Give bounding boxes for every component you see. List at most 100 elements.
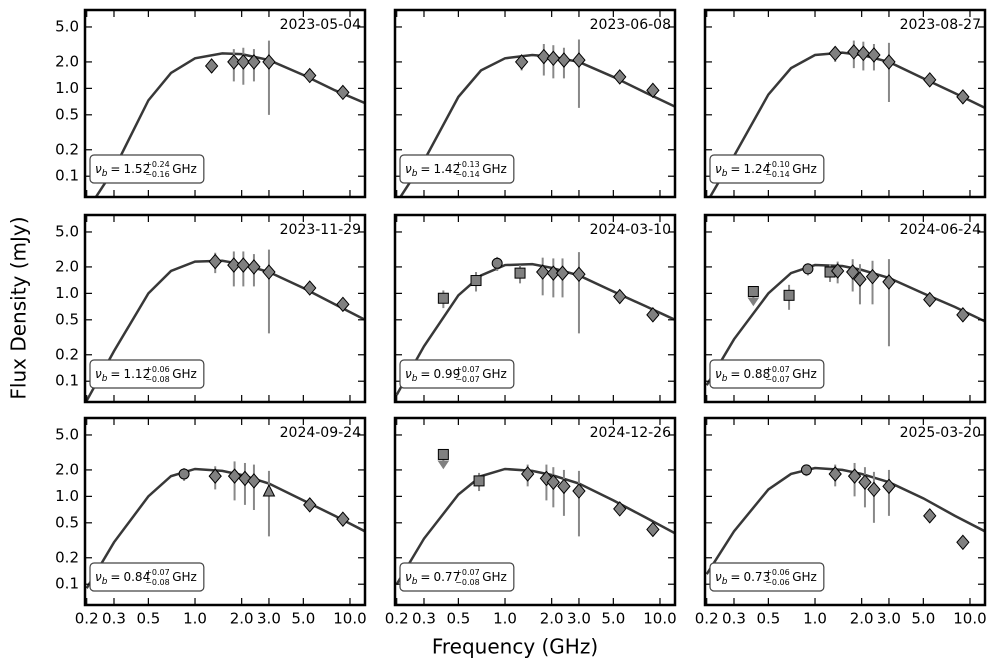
- diamond-marker: [646, 307, 660, 323]
- square-marker: [437, 292, 449, 304]
- subscript: b: [722, 577, 728, 587]
- unit: GHz: [172, 367, 197, 381]
- annotation: νb = 0.73+0.06 −0.06 GHz: [715, 568, 817, 587]
- annotation-box: [709, 562, 825, 592]
- diamond-marker: [572, 483, 586, 499]
- y-tick-label: 0.2: [55, 548, 79, 566]
- symbol: ν: [405, 162, 412, 176]
- unit: GHz: [482, 162, 507, 176]
- x-tick-label: 2.0: [850, 610, 874, 628]
- diamond-marker: [262, 54, 276, 70]
- diamond-marker: [227, 257, 241, 273]
- circle-marker: [800, 464, 812, 476]
- model-curve: [85, 259, 365, 402]
- x-tick-label: 1.0: [183, 610, 207, 628]
- square-marker: [747, 286, 759, 298]
- circle-marker: [178, 468, 190, 480]
- y-tick-label: 0.1: [55, 167, 79, 185]
- square-marker: [783, 289, 795, 301]
- panel-frame: [703, 416, 987, 607]
- x-tick-label: 0.3: [412, 610, 436, 628]
- diamond-marker: [572, 266, 586, 283]
- diamond-marker: [336, 511, 350, 527]
- annotation-box: [709, 154, 825, 184]
- value: 0.88: [743, 367, 770, 381]
- annotation: νb = 1.24+0.10 −0.14 GHz: [715, 160, 817, 179]
- x-tick-label: 1.0: [493, 610, 517, 628]
- symbol: ν: [95, 570, 102, 584]
- diamond-marker: [923, 508, 937, 524]
- panel-title: 2024-09-24: [280, 425, 361, 441]
- annotation: νb = 0.77+0.07 −0.08 GHz: [405, 568, 507, 587]
- diamond-marker: [853, 271, 867, 287]
- upper-error: +0.07: [765, 365, 790, 374]
- value: 1.12: [123, 367, 150, 381]
- diamond-marker: [613, 288, 627, 305]
- y-tick-label: 0.2: [55, 345, 79, 363]
- plot-area: [708, 40, 985, 197]
- panel: 2023-08-27 νb = 1.24+0.10 −0.14 GHz: [703, 8, 987, 199]
- x-tick-label: 10.0: [643, 610, 676, 628]
- model-curve: [94, 52, 365, 197]
- x-axis-label: Frequency (GHz): [432, 635, 598, 659]
- symbol: ν: [715, 570, 722, 584]
- diamond-marker: [247, 259, 261, 275]
- diamond-marker: [247, 473, 261, 489]
- relation: =: [420, 570, 430, 584]
- x-tick-label: 2.0: [540, 610, 564, 628]
- annotation: νb = 1.52+0.24 −0.16 GHz: [95, 160, 197, 179]
- y-tick-label: 1.0: [55, 487, 79, 505]
- diamond-marker: [208, 253, 222, 270]
- x-tick-label: 0.2: [385, 610, 409, 628]
- plot-area: [705, 259, 985, 386]
- upper-error: +0.06: [145, 365, 170, 374]
- y-tick-label: 0.5: [55, 105, 79, 123]
- panel: 0.1 0.2 0.5 1.0 2.0 5.0 2023-11-29 νb = 1.12+0.06…: [55, 213, 367, 404]
- diamond-marker: [865, 268, 880, 285]
- x-tick-label: 5.0: [601, 610, 625, 628]
- panel: 2023-06-08 νb = 1.42+0.13 −0.14 GHz: [393, 8, 677, 199]
- panel-title: 2023-11-29: [280, 222, 361, 238]
- unit: GHz: [172, 570, 197, 584]
- unit: GHz: [792, 367, 817, 381]
- lower-error: −0.08: [145, 375, 170, 384]
- diamond-marker: [557, 52, 571, 68]
- annotation: νb = 1.12+0.06 −0.08 GHz: [95, 365, 197, 384]
- x-tick-label: 0.5: [446, 610, 470, 628]
- diamond-marker: [208, 468, 222, 484]
- annotation: νb = 1.42+0.13 −0.14 GHz: [405, 160, 507, 179]
- lower-error: −0.06: [765, 578, 790, 587]
- value: 0.99: [433, 367, 460, 381]
- value: 0.77: [433, 570, 460, 584]
- diamond-marker: [238, 470, 252, 487]
- upper-error: +0.13: [455, 160, 480, 169]
- triangle-marker: [262, 483, 276, 497]
- diamond-marker: [867, 481, 881, 498]
- diamond-marker: [646, 521, 660, 538]
- symbol: ν: [405, 570, 412, 584]
- subscript: b: [412, 577, 418, 587]
- plot-area: [705, 462, 985, 575]
- y-tick-label: 0.2: [55, 140, 79, 158]
- relation: =: [730, 162, 740, 176]
- diamond-marker: [846, 264, 860, 280]
- x-tick-label: 0.3: [102, 610, 126, 628]
- y-tick-label: 5.0: [55, 425, 79, 443]
- y-axis-label: Flux Density (mJy): [7, 216, 31, 399]
- symbol: ν: [95, 367, 102, 381]
- diamond-marker: [227, 468, 242, 484]
- diamond-marker: [514, 54, 529, 70]
- lower-error: −0.08: [455, 578, 480, 587]
- unit: GHz: [792, 570, 817, 584]
- relation: =: [420, 162, 430, 176]
- symbol: ν: [715, 367, 722, 381]
- panel: 0.2 0.3 0.5 1.0 2.0 3.0 5.0 10.0 2025-03-20 νb = 0.…: [695, 416, 987, 628]
- diamond-marker: [847, 468, 862, 484]
- annotation-box: [399, 359, 515, 389]
- relation: =: [110, 367, 120, 381]
- panel: 0.1 0.2 0.5 1.0 2.0 5.0 2023-05-04 νb = 1.52+0.24…: [55, 8, 367, 199]
- diamond-marker: [546, 265, 560, 281]
- model-curve: [708, 51, 985, 197]
- panel-frame: [703, 213, 987, 404]
- diamond-marker: [303, 67, 317, 84]
